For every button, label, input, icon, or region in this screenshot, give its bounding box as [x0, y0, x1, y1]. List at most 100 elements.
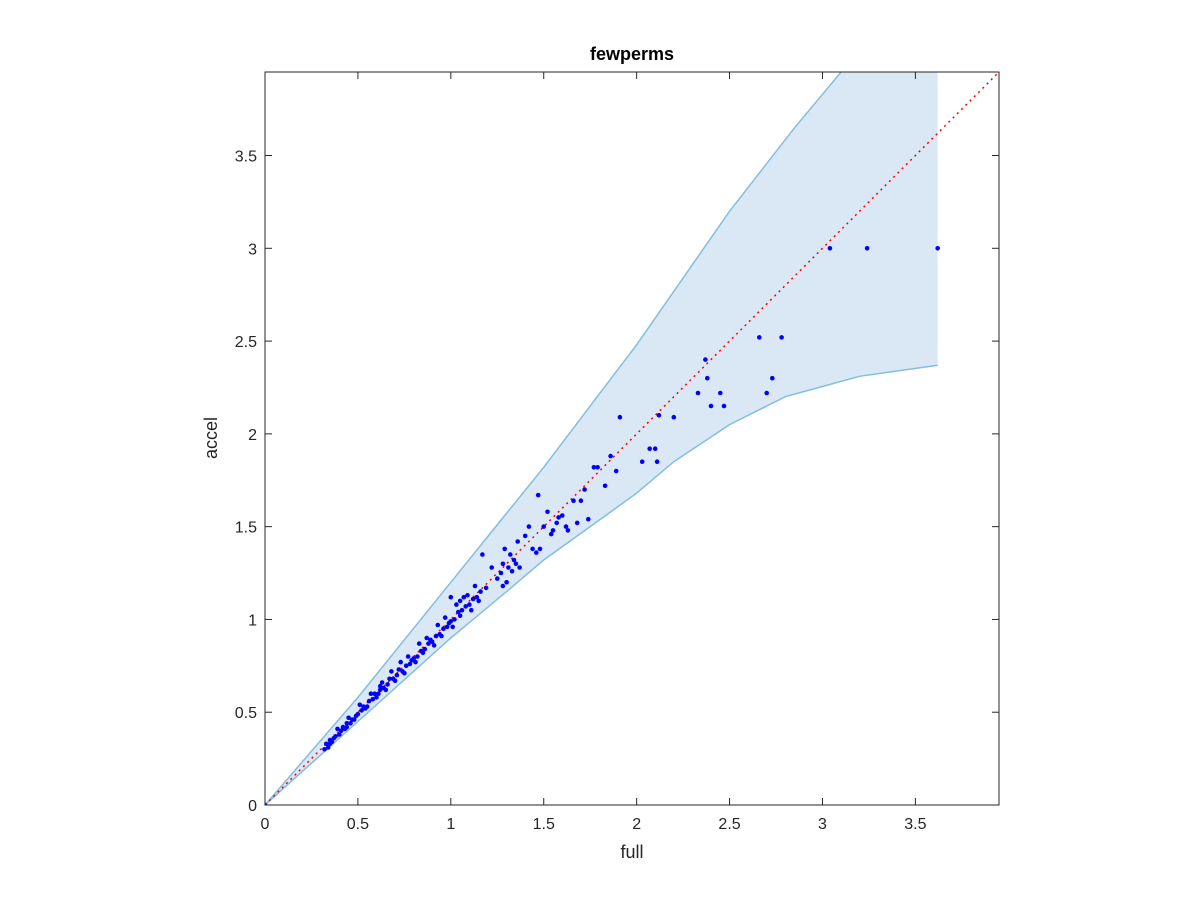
data-point	[385, 682, 390, 687]
y-tick-label: 3.5	[235, 149, 257, 166]
data-point	[346, 715, 351, 721]
data-point	[420, 650, 426, 656]
x-axis-label: full	[620, 842, 643, 862]
data-point	[656, 413, 662, 418]
y-tick-label: 2	[248, 427, 257, 444]
y-tick-label: 1.5	[235, 520, 257, 537]
data-point	[469, 607, 474, 613]
data-point	[613, 468, 619, 474]
data-point	[500, 561, 506, 567]
data-point	[864, 246, 870, 251]
data-point	[535, 492, 541, 498]
data-point	[428, 637, 433, 643]
data-point	[705, 375, 710, 381]
x-tick-label: 3	[818, 816, 827, 833]
data-point	[470, 596, 476, 602]
data-point	[515, 539, 520, 544]
data-point	[344, 721, 350, 726]
confidence-band-lower-edge	[265, 364, 938, 805]
y-tick-label: 1	[248, 612, 257, 629]
identity-reference-line	[265, 72, 999, 805]
data-point	[465, 593, 470, 598]
data-point	[431, 643, 437, 648]
data-point	[550, 528, 556, 533]
data-point	[372, 691, 377, 696]
data-point	[368, 691, 374, 696]
data-point	[461, 594, 467, 600]
data-point	[370, 696, 376, 702]
data-point	[652, 446, 658, 452]
data-point	[522, 533, 528, 539]
x-tick-label: 2.5	[718, 816, 740, 833]
data-point	[394, 672, 400, 678]
data-point	[708, 403, 714, 409]
y-tick-label: 3	[248, 241, 257, 258]
data-point	[779, 335, 784, 340]
data-point	[509, 568, 515, 574]
data-point	[376, 691, 381, 696]
data-point	[446, 620, 452, 626]
data-point	[508, 552, 513, 557]
data-point	[383, 687, 389, 693]
data-point	[265, 802, 268, 805]
data-point	[517, 565, 522, 570]
data-point	[377, 687, 383, 693]
data-point	[442, 615, 448, 620]
x-axis-ticks: 0 0.5 1 1.5 2 2.5 3 3.5	[261, 72, 927, 833]
data-point	[379, 680, 385, 685]
data-point	[456, 609, 461, 615]
data-point	[586, 516, 591, 522]
data-point	[472, 583, 478, 589]
data-point	[325, 745, 331, 750]
data-point	[530, 546, 535, 552]
data-point	[506, 565, 511, 570]
data-point	[387, 676, 392, 682]
data-point	[459, 607, 465, 613]
plot-area	[265, 72, 999, 805]
data-point	[534, 550, 539, 555]
data-point	[483, 585, 489, 591]
data-point	[444, 624, 450, 630]
data-point	[366, 698, 372, 704]
data-point	[695, 390, 701, 396]
data-point	[413, 659, 418, 665]
data-point	[439, 633, 444, 639]
data-point	[565, 528, 571, 533]
data-point	[377, 683, 383, 689]
data-point	[337, 732, 342, 737]
data-point	[448, 594, 454, 600]
x-tick-label: 0.5	[347, 816, 369, 833]
data-point	[502, 546, 508, 552]
data-point	[403, 663, 409, 669]
data-point	[374, 695, 379, 700]
data-point	[671, 414, 677, 420]
data-point	[405, 654, 411, 659]
data-point	[409, 658, 415, 663]
data-point	[398, 659, 404, 665]
data-point	[935, 246, 940, 251]
data-point	[526, 524, 532, 529]
data-point	[433, 633, 439, 639]
data-point	[827, 246, 833, 251]
data-point	[359, 708, 364, 713]
data-points	[265, 246, 940, 805]
data-point	[355, 711, 361, 717]
x-tick-label: 0	[261, 816, 270, 833]
data-point	[348, 721, 353, 726]
data-point	[554, 520, 559, 526]
data-point	[511, 557, 517, 563]
data-point	[463, 604, 469, 609]
y-axis-ticks: 0 0.5 1 1.5 2 2.5 3 3.5	[235, 149, 999, 815]
confidence-band-upper-edge	[265, 72, 842, 805]
data-point	[402, 670, 407, 676]
data-point	[574, 520, 580, 526]
y-tick-label: 0.5	[235, 705, 257, 722]
y-axis-label: accel	[201, 417, 221, 459]
x-tick-label: 1.5	[533, 816, 555, 833]
data-point	[389, 669, 394, 674]
data-point	[647, 446, 652, 452]
data-point	[608, 453, 613, 459]
data-point	[351, 717, 357, 722]
data-point	[498, 570, 504, 576]
